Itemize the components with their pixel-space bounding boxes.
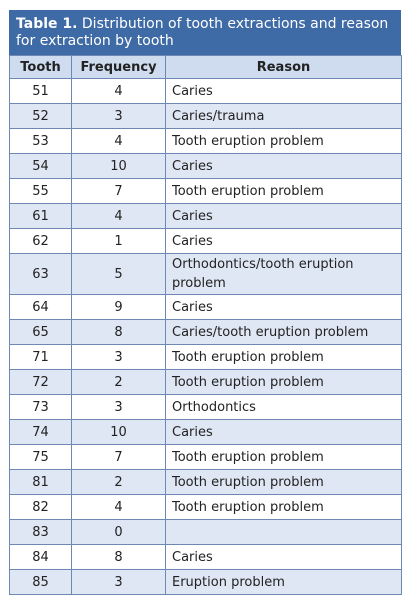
- cell-frequency: 4: [71, 128, 166, 154]
- cell-reason: [165, 519, 402, 545]
- table-row: 74 10 Caries: [9, 419, 402, 445]
- table-row: 83 0: [9, 519, 402, 545]
- header-row: Tooth Frequency Reason: [9, 55, 402, 79]
- table-row: 64 9 Caries: [9, 294, 402, 320]
- table-row: 72 2 Tooth eruption problem: [9, 369, 402, 395]
- cell-tooth: 75: [9, 444, 72, 470]
- caption-text: Distribution of tooth extractions and re…: [16, 16, 389, 49]
- cell-tooth: 54: [9, 153, 72, 179]
- table-row: 71 3 Tooth eruption problem: [9, 344, 402, 370]
- header-tooth: Tooth: [9, 55, 72, 79]
- cell-reason: Caries: [165, 228, 402, 254]
- cell-reason: Caries: [165, 203, 402, 229]
- cell-frequency: 9: [71, 294, 166, 320]
- cell-reason: Tooth eruption problem: [165, 444, 402, 470]
- table-row: 63 5 Orthodontics/tooth eruption problem: [9, 253, 402, 295]
- table-row: 73 3 Orthodontics: [9, 394, 402, 420]
- cell-reason: Tooth eruption problem: [165, 369, 402, 395]
- cell-reason: Tooth eruption problem: [165, 128, 402, 154]
- cell-frequency: 7: [71, 444, 166, 470]
- extraction-table: Tooth Frequency Reason 51 4 Caries 52 3 Carie…: [9, 55, 402, 595]
- cell-tooth: 51: [9, 78, 72, 104]
- cell-frequency: 7: [71, 178, 166, 204]
- cell-frequency: 4: [71, 203, 166, 229]
- cell-reason: Caries/tooth eruption problem: [165, 319, 402, 345]
- table-row: 85 3 Eruption problem: [9, 569, 402, 595]
- cell-reason: Caries: [165, 78, 402, 104]
- cell-frequency: 3: [71, 344, 166, 370]
- cell-frequency: 4: [71, 78, 166, 104]
- cell-tooth: 82: [9, 494, 72, 520]
- cell-frequency: 8: [71, 544, 166, 570]
- cell-reason: Tooth eruption problem: [165, 344, 402, 370]
- cell-tooth: 83: [9, 519, 72, 545]
- cell-frequency: 3: [71, 103, 166, 129]
- cell-tooth: 52: [9, 103, 72, 129]
- cell-tooth: 81: [9, 469, 72, 495]
- cell-reason: Caries: [165, 153, 402, 179]
- table-row: 81 2 Tooth eruption problem: [9, 469, 402, 495]
- table-row: 52 3 Caries/trauma: [9, 103, 402, 129]
- cell-frequency: 8: [71, 319, 166, 345]
- table-row: 54 10 Caries: [9, 153, 402, 179]
- cell-frequency: 4: [71, 494, 166, 520]
- cell-reason: Caries: [165, 419, 402, 445]
- table-row: 53 4 Tooth eruption problem: [9, 128, 402, 154]
- cell-frequency: 5: [71, 253, 166, 295]
- cell-tooth: 84: [9, 544, 72, 570]
- cell-frequency: 10: [71, 419, 166, 445]
- header-reason: Reason: [165, 55, 402, 79]
- table-caption: Table 1. Distribution of tooth extractio…: [9, 10, 401, 55]
- cell-frequency: 2: [71, 369, 166, 395]
- cell-tooth: 71: [9, 344, 72, 370]
- cell-reason: Caries/trauma: [165, 103, 402, 129]
- cell-reason: Tooth eruption problem: [165, 469, 402, 495]
- cell-tooth: 53: [9, 128, 72, 154]
- cell-tooth: 74: [9, 419, 72, 445]
- table-row: 82 4 Tooth eruption problem: [9, 494, 402, 520]
- cell-tooth: 63: [9, 253, 72, 295]
- caption-label: Table 1.: [16, 16, 78, 32]
- table-row: 61 4 Caries: [9, 203, 402, 229]
- table-row: 62 1 Caries: [9, 228, 402, 254]
- cell-tooth: 62: [9, 228, 72, 254]
- cell-frequency: 0: [71, 519, 166, 545]
- table-body: 51 4 Caries 52 3 Caries/trauma 53 4 Tooth erupti…: [9, 78, 402, 595]
- cell-tooth: 64: [9, 294, 72, 320]
- cell-reason: Caries: [165, 294, 402, 320]
- table-row: 55 7 Tooth eruption problem: [9, 178, 402, 204]
- cell-frequency: 3: [71, 394, 166, 420]
- cell-reason: Tooth eruption problem: [165, 494, 402, 520]
- table-row: 51 4 Caries: [9, 78, 402, 104]
- extraction-table-figure: Table 1. Distribution of tooth extractio…: [9, 10, 402, 595]
- cell-reason: Orthodontics: [165, 394, 402, 420]
- cell-reason: Caries: [165, 544, 402, 570]
- cell-reason: Tooth eruption problem: [165, 178, 402, 204]
- cell-reason: Orthodontics/tooth eruption problem: [165, 253, 402, 295]
- cell-tooth: 72: [9, 369, 72, 395]
- cell-tooth: 61: [9, 203, 72, 229]
- cell-frequency: 2: [71, 469, 166, 495]
- header-frequency: Frequency: [71, 55, 166, 79]
- cell-reason: Eruption problem: [165, 569, 402, 595]
- table-row: 65 8 Caries/tooth eruption problem: [9, 319, 402, 345]
- cell-frequency: 3: [71, 569, 166, 595]
- cell-tooth: 73: [9, 394, 72, 420]
- cell-tooth: 55: [9, 178, 72, 204]
- table-row: 84 8 Caries: [9, 544, 402, 570]
- cell-tooth: 85: [9, 569, 72, 595]
- table-row: 75 7 Tooth eruption problem: [9, 444, 402, 470]
- cell-tooth: 65: [9, 319, 72, 345]
- cell-frequency: 10: [71, 153, 166, 179]
- cell-frequency: 1: [71, 228, 166, 254]
